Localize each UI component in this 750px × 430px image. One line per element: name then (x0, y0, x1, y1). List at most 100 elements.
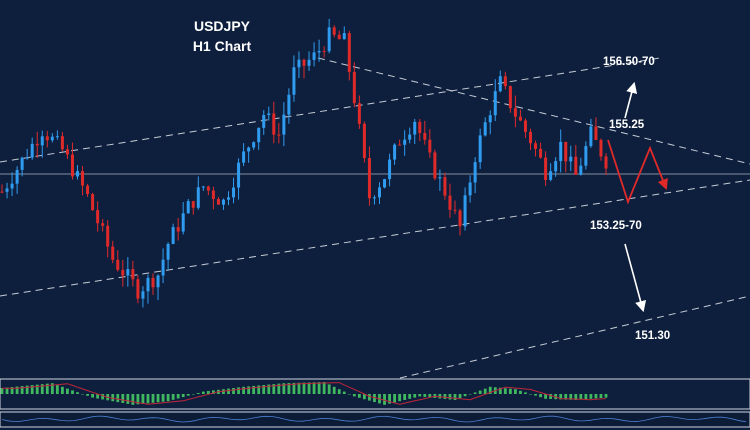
bullish-candle (40, 136, 44, 146)
bearish-candle (599, 139, 603, 157)
oscillator-bar (232, 388, 235, 394)
bearish-candle (594, 126, 598, 140)
indicator-strip (0, 411, 750, 428)
oscillator-bar (352, 394, 356, 397)
bearish-candle (121, 269, 125, 276)
bullish-candle (549, 171, 553, 180)
bearish-candle (136, 279, 140, 299)
bearish-candle (453, 209, 457, 211)
indicator-strip-line (1, 415, 747, 423)
bullish-candle (166, 243, 170, 260)
oscillator-bar (71, 390, 74, 394)
oscillator-bar (252, 385, 256, 394)
bullish-candle (242, 151, 246, 163)
bearish-candle (362, 123, 366, 158)
lower-channel-line (0, 179, 750, 297)
oscillator-bar (50, 383, 54, 394)
oscillator-bar (584, 394, 588, 400)
oscillator-bar (453, 394, 457, 400)
oscillator-bar (116, 394, 120, 403)
bullish-candle (237, 162, 241, 188)
oscillator-bar (297, 382, 301, 394)
bearish-candle (302, 59, 306, 66)
oscillator-bar (191, 394, 195, 395)
oscillator-bar (322, 382, 326, 394)
bullish-candle (186, 201, 190, 214)
bearish-candle (151, 277, 155, 288)
chart-title-timeframe: H1 Chart (193, 38, 252, 54)
oscillator-bar (35, 384, 39, 394)
oscillator-bar (393, 394, 396, 403)
bullish-candle (10, 183, 14, 189)
oscillator-bar (398, 394, 402, 402)
oscillator-bar (86, 394, 89, 396)
oscillator-bar (307, 382, 311, 394)
oscillator-bar (151, 394, 155, 403)
bearish-candle (574, 156, 578, 175)
oscillator-bar (579, 394, 583, 400)
bearish-candle (111, 246, 115, 260)
bullish-candle (483, 122, 487, 136)
oscillator-bar (498, 387, 502, 394)
level-label-resistance: 155.25 (609, 119, 645, 131)
bearish-candle (277, 134, 281, 136)
oscillator-bar (25, 385, 29, 394)
oscillator-bar (438, 394, 442, 399)
bearish-candle (534, 143, 538, 149)
upper-channel-line (0, 57, 661, 163)
bullish-candle (25, 157, 29, 159)
oscillator-bar (267, 384, 271, 394)
red-zigzag-arrow (607, 139, 668, 205)
level-label-support: 153.25-70 (590, 220, 642, 232)
oscillator-bar (312, 382, 316, 394)
oscillator-bar (604, 394, 608, 398)
oscillator-bar (45, 383, 49, 394)
bullish-candle (126, 269, 130, 276)
oscillator-histogram (0, 382, 608, 405)
projection-arrows (607, 81, 668, 313)
oscillator-bar (448, 394, 452, 400)
chart-title-symbol: USDJPY (194, 18, 251, 34)
bearish-candle (357, 103, 361, 124)
bullish-candle (498, 76, 502, 92)
oscillator-bar (181, 394, 185, 398)
oscillator-bar (302, 382, 306, 394)
oscillator-bar (327, 384, 331, 394)
bullish-candle (342, 33, 346, 40)
oscillator-bar (463, 394, 467, 397)
oscillator-bar (408, 394, 412, 399)
bearish-candle (564, 141, 568, 162)
bearish-candle (86, 185, 90, 194)
bullish-candle (488, 115, 492, 123)
bullish-candle (378, 187, 381, 198)
bullish-candle (171, 227, 175, 244)
down-arrow (624, 243, 647, 313)
oscillator-bar (212, 390, 215, 394)
bearish-candle (539, 148, 543, 158)
oscillator-bar (488, 386, 492, 394)
oscillator-bar (599, 394, 603, 398)
bearish-candle (352, 71, 356, 104)
oscillator-bar (156, 394, 160, 403)
bearish-candle (513, 108, 517, 117)
trendlines (0, 57, 750, 379)
bearish-candle (65, 149, 69, 155)
bullish-candle (161, 259, 165, 276)
oscillator-bar (20, 386, 24, 394)
bullish-candle (372, 197, 376, 199)
oscillator-bar (332, 386, 336, 394)
bullish-candle (584, 146, 588, 166)
bearish-candle (96, 210, 100, 224)
oscillator-bar (524, 392, 527, 394)
bearish-candle (443, 177, 447, 196)
oscillator-bar (569, 394, 573, 400)
oscillator-bar (262, 385, 266, 394)
bearish-candle (116, 259, 120, 270)
oscillator-bar (247, 386, 251, 394)
bullish-candle (559, 141, 563, 162)
bearish-candle (332, 27, 336, 35)
oscillator-bar (292, 382, 296, 394)
bullish-candle (30, 143, 34, 158)
